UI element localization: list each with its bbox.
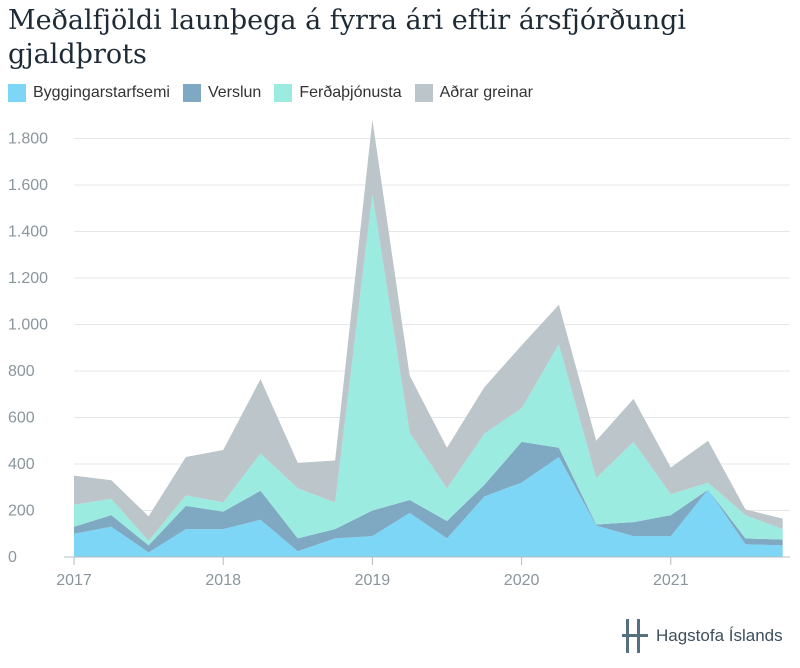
area-series-verslun[interactable] <box>74 441 783 553</box>
y-tick-label: 600 <box>8 410 35 427</box>
chart-title: Meðalfjöldi launþega á fyrra ári eftir á… <box>8 5 687 70</box>
legend-swatch <box>8 84 26 102</box>
legend-label: Ferðaþjónusta <box>299 84 402 101</box>
logo: Hagstofa Íslands <box>622 618 783 654</box>
legend-item-adrar-greinar[interactable]: Aðrar greinar <box>414 84 533 102</box>
legend-item-verslun[interactable]: Verslun <box>182 84 262 102</box>
y-tick-label: 400 <box>8 456 35 473</box>
x-tick-label: 2017 <box>56 572 92 589</box>
legend: Byggingarstarfsemi Verslun Ferðaþjónusta Að… <box>8 84 546 102</box>
y-tick-label: 1.800 <box>8 131 48 148</box>
y-tick-label: 1.000 <box>8 317 48 334</box>
legend-swatch <box>414 84 433 102</box>
hagstofa-logo-icon <box>622 619 648 653</box>
area-series-adrar-greinar[interactable] <box>74 119 783 541</box>
y-tick-label: 1.600 <box>8 177 48 194</box>
y-tick-label: 1.400 <box>8 224 48 241</box>
legend-swatch <box>182 84 201 102</box>
y-tick-label: 1.200 <box>8 270 48 287</box>
x-tick-label: 2019 <box>355 572 391 589</box>
chart-areas <box>74 119 783 557</box>
x-tick-label: 2020 <box>504 572 540 589</box>
legend-item-ferdathjonusta[interactable]: Ferðaþjónusta <box>274 84 402 102</box>
legend-label: Byggingarstarfsemi <box>33 84 170 101</box>
legend-label: Verslun <box>207 84 262 101</box>
area-series-ferdathjonusta[interactable] <box>74 194 783 546</box>
logo-text: Hagstofa Íslands <box>656 626 783 645</box>
legend-item-byggingarstarfsemi[interactable]: Byggingarstarfsemi <box>8 84 170 102</box>
y-tick-label: 0 <box>8 549 17 566</box>
x-tick-label: 2021 <box>653 572 689 589</box>
y-tick-label: 800 <box>8 363 35 380</box>
legend-label: Aðrar greinar <box>439 84 533 101</box>
x-tick-label: 2018 <box>205 572 241 589</box>
y-tick-label: 200 <box>8 503 35 520</box>
axes: 0 200 400 600 800 1.000 1.200 1.400 1.600 1.800 20… <box>8 131 790 589</box>
legend-swatch <box>274 84 293 102</box>
area-series-byggingarstarfsemi[interactable] <box>74 457 783 557</box>
